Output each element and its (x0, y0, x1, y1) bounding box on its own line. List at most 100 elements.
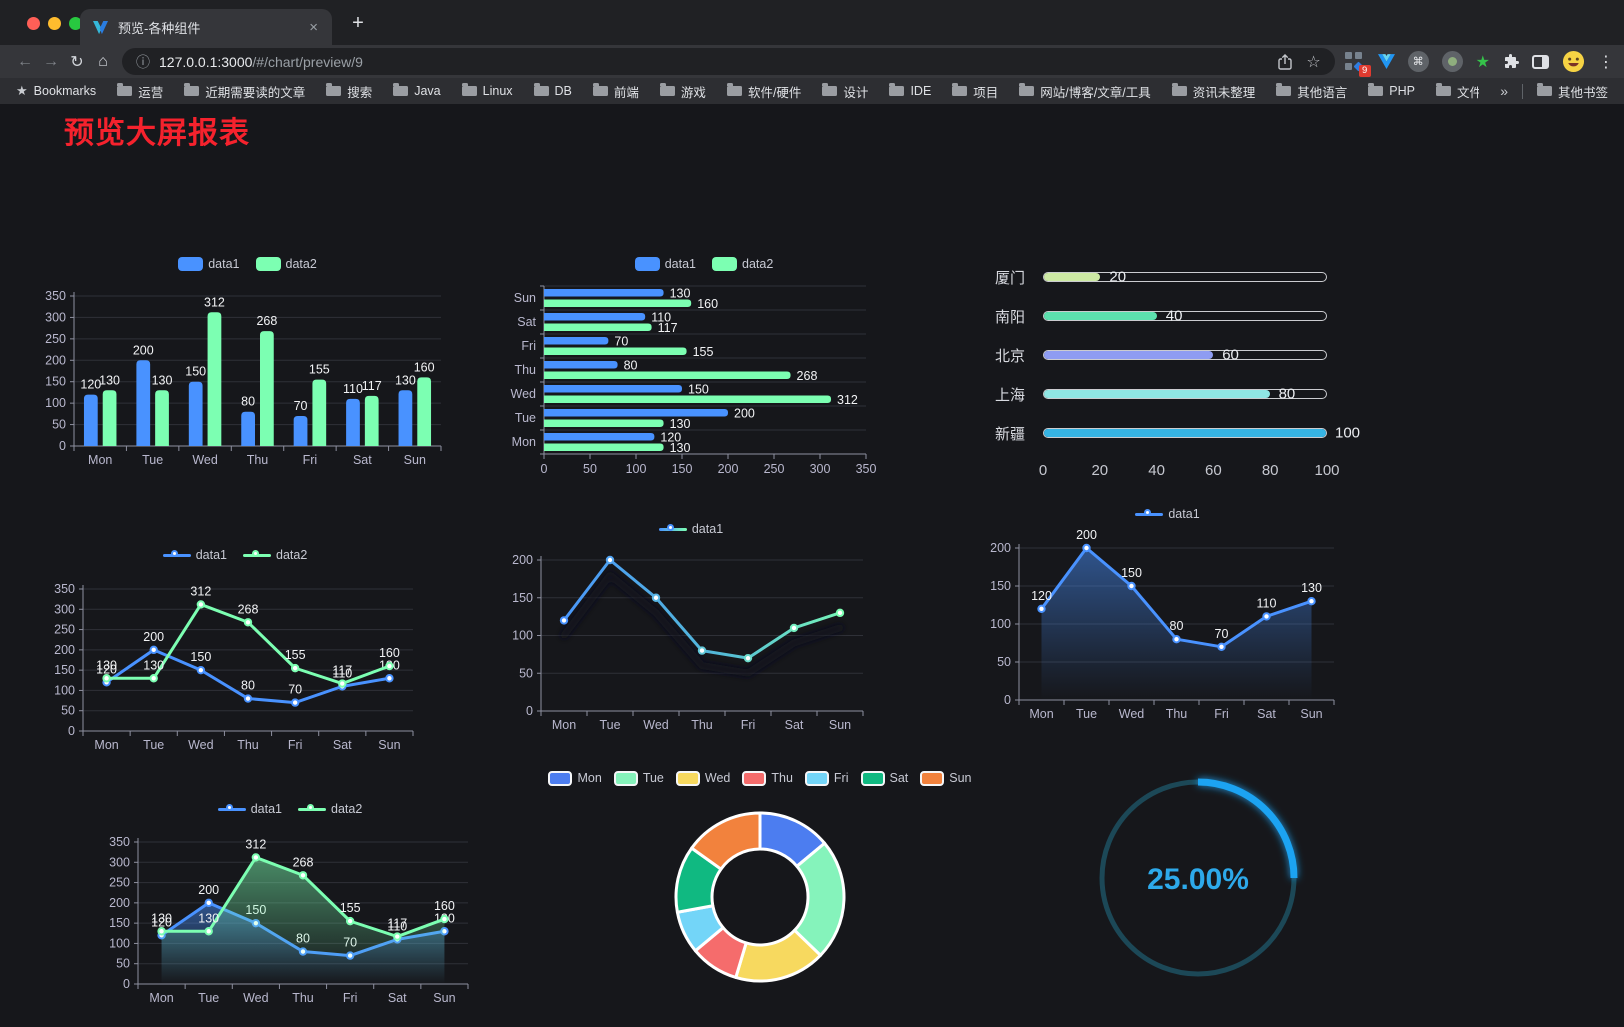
profile-avatar[interactable] (1562, 50, 1585, 73)
ring-gauge-canvas[interactable]: 25.00% (1088, 768, 1308, 988)
home-icon[interactable]: ⌂ (98, 52, 108, 70)
legend-item[interactable]: data2 (255, 257, 317, 271)
grid-extension-icon[interactable]: 9 (1344, 51, 1371, 77)
svg-text:312: 312 (837, 393, 858, 407)
svg-text:Wed: Wed (192, 453, 218, 467)
svg-text:0: 0 (541, 462, 548, 476)
legend-item[interactable]: Fri (804, 770, 849, 786)
bookmark-folder[interactable]: 项目 (952, 82, 998, 101)
menu-kebab-icon[interactable]: ⋮ (1598, 53, 1614, 71)
bookmark-folder[interactable]: IDE (889, 83, 931, 98)
bookmark-folder[interactable]: DB (533, 83, 572, 98)
bookmark-folder[interactable]: 其他语言 (1276, 82, 1347, 101)
progress-value: 20 (1109, 268, 1127, 286)
legend-item[interactable]: data1 (1135, 507, 1200, 521)
legend-item[interactable]: data1 (634, 257, 696, 271)
legend-item[interactable]: data1 (658, 522, 723, 536)
back-icon[interactable]: ← (17, 52, 33, 70)
browser-tab[interactable]: 预览-各种组件 × (80, 9, 332, 45)
dual-area-canvas[interactable]: 0 50 100 150 200 250 300 350 Mon Tue Wed Thu Fri Sat S… (100, 823, 480, 1013)
svg-text:Tue: Tue (143, 738, 164, 752)
bookmark-folder[interactable]: 搜索 (326, 82, 372, 101)
new-tab-button[interactable]: + (352, 12, 364, 34)
bookmark-folder[interactable]: 网站/博客/文章/工具 (1019, 82, 1151, 101)
horizontal-bar-legend: data1 data2 (634, 254, 773, 274)
vue-devtools-icon[interactable] (1377, 54, 1395, 69)
bookmark-folder[interactable]: 软件/硬件 (726, 82, 802, 101)
bookmark-folder[interactable]: 文件服务器 (1435, 82, 1479, 101)
forward-icon[interactable]: → (43, 52, 59, 70)
legend-item[interactable]: Tue (613, 770, 664, 786)
sidebar-toggle-icon[interactable] (1532, 54, 1549, 69)
minimize-window-button[interactable] (48, 17, 61, 30)
progress-bar (1044, 390, 1270, 398)
bookmark-folder[interactable]: 近期需要读的文章 (184, 82, 305, 101)
legend-item[interactable]: Sat (860, 770, 908, 786)
legend-item[interactable]: data2 (712, 257, 773, 271)
evernote-extension-icon[interactable]: ★ (1475, 53, 1490, 71)
legend-item[interactable]: Wed (675, 770, 730, 786)
single-area-canvas[interactable]: 0 50 100 150 200 Mon Tue Wed Thu Fri Sat Sun 120 200 1… (985, 528, 1350, 722)
legend-item[interactable]: data1 (162, 548, 227, 562)
address-bar[interactable]: ⓘ 127.0.0.1:3000/#/chart/preview/9 ☆ (122, 48, 1335, 75)
legend-item[interactable]: data2 (243, 548, 307, 562)
folder-icon (726, 83, 742, 96)
bookmarks-overflow-chevron[interactable]: » (1500, 83, 1508, 99)
svg-text:130: 130 (143, 658, 164, 672)
svg-text:130: 130 (1301, 581, 1322, 595)
legend-item[interactable]: Sun (920, 770, 972, 786)
svg-text:200: 200 (198, 883, 219, 897)
bookmark-folder[interactable]: 前端 (592, 82, 639, 101)
recorder-extension-icon[interactable] (1441, 51, 1463, 72)
bookmark-folder[interactable]: PHP (1368, 83, 1415, 98)
bookmark-folder[interactable]: 设计 (822, 82, 868, 101)
other-bookmarks-label: 其他书签 (1557, 85, 1608, 100)
svg-text:0: 0 (59, 439, 66, 453)
bookmark-folder[interactable]: 资讯未整理 (1171, 82, 1255, 101)
gradient-line-shadow-canvas[interactable]: 0 50 100 150 200 Mon Tue Wed Thu Fri Sat Sun (505, 543, 877, 735)
svg-text:Sat: Sat (353, 453, 372, 467)
svg-text:Mon: Mon (512, 435, 536, 449)
close-window-button[interactable] (27, 17, 40, 30)
grouped-bar-canvas[interactable]: 0 50 100 150 200 250 300 350 Mon Tue Wed Thu Fri Sat S… (40, 278, 455, 471)
legend-item[interactable]: Mon (548, 770, 602, 786)
progress-track: 100 (1043, 425, 1360, 442)
legend-item[interactable]: data1 (178, 257, 240, 271)
puzzle-extensions-icon[interactable] (1503, 53, 1519, 70)
bookmark-this-page-icon[interactable]: ☆ (1306, 53, 1321, 71)
dual-line-canvas[interactable]: 0 50 100 150 200 250 300 350 Mon Tue Wed Thu Fri Sat S… (45, 569, 425, 759)
bookmark-folder-label: 软件/硬件 (747, 85, 802, 100)
svg-text:250: 250 (54, 623, 75, 637)
bookmark-folder[interactable]: 游戏 (659, 82, 706, 101)
svg-text:268: 268 (797, 369, 818, 383)
donut-canvas[interactable] (655, 792, 865, 1002)
share-icon[interactable] (1278, 53, 1293, 70)
bookmark-folder[interactable]: 运营 (117, 82, 163, 101)
bookmarks-root[interactable]: ★ Bookmarks (16, 83, 96, 99)
progress-track: 60 (1043, 347, 1327, 364)
svg-text:110: 110 (651, 310, 671, 324)
site-info-icon[interactable]: ⓘ (136, 53, 150, 70)
svg-text:Sat: Sat (517, 315, 536, 329)
svg-text:200: 200 (718, 462, 739, 476)
dual-line-chart: data1 data2 0 50 100 150 200 250 300 350 Mon Tue Wed… (45, 545, 425, 759)
svg-text:Thu: Thu (691, 718, 713, 732)
bookmark-folder[interactable]: Java (393, 83, 441, 98)
bookmark-folder-label: 其他语言 (1297, 85, 1348, 100)
bookmarks-tail: » 其他书签 (1500, 82, 1608, 101)
svg-text:0: 0 (526, 704, 533, 718)
tab-close-icon[interactable]: × (309, 18, 318, 36)
command-extension-icon[interactable]: ⌘ (1407, 51, 1429, 72)
legend-item[interactable]: data1 (217, 802, 282, 816)
svg-text:250: 250 (764, 462, 785, 476)
other-bookmarks[interactable]: 其他书签 (1536, 82, 1608, 101)
progress-row: 南阳 40 (995, 303, 1367, 329)
bookmark-folder[interactable]: Linux (461, 83, 513, 98)
zoom-window-button[interactable] (69, 17, 82, 30)
legend-item[interactable]: data2 (298, 802, 362, 816)
reload-icon[interactable]: ↻ (70, 53, 84, 71)
legend-item[interactable]: Thu (742, 770, 793, 786)
svg-text:155: 155 (340, 901, 361, 915)
svg-text:Thu: Thu (1166, 707, 1188, 721)
